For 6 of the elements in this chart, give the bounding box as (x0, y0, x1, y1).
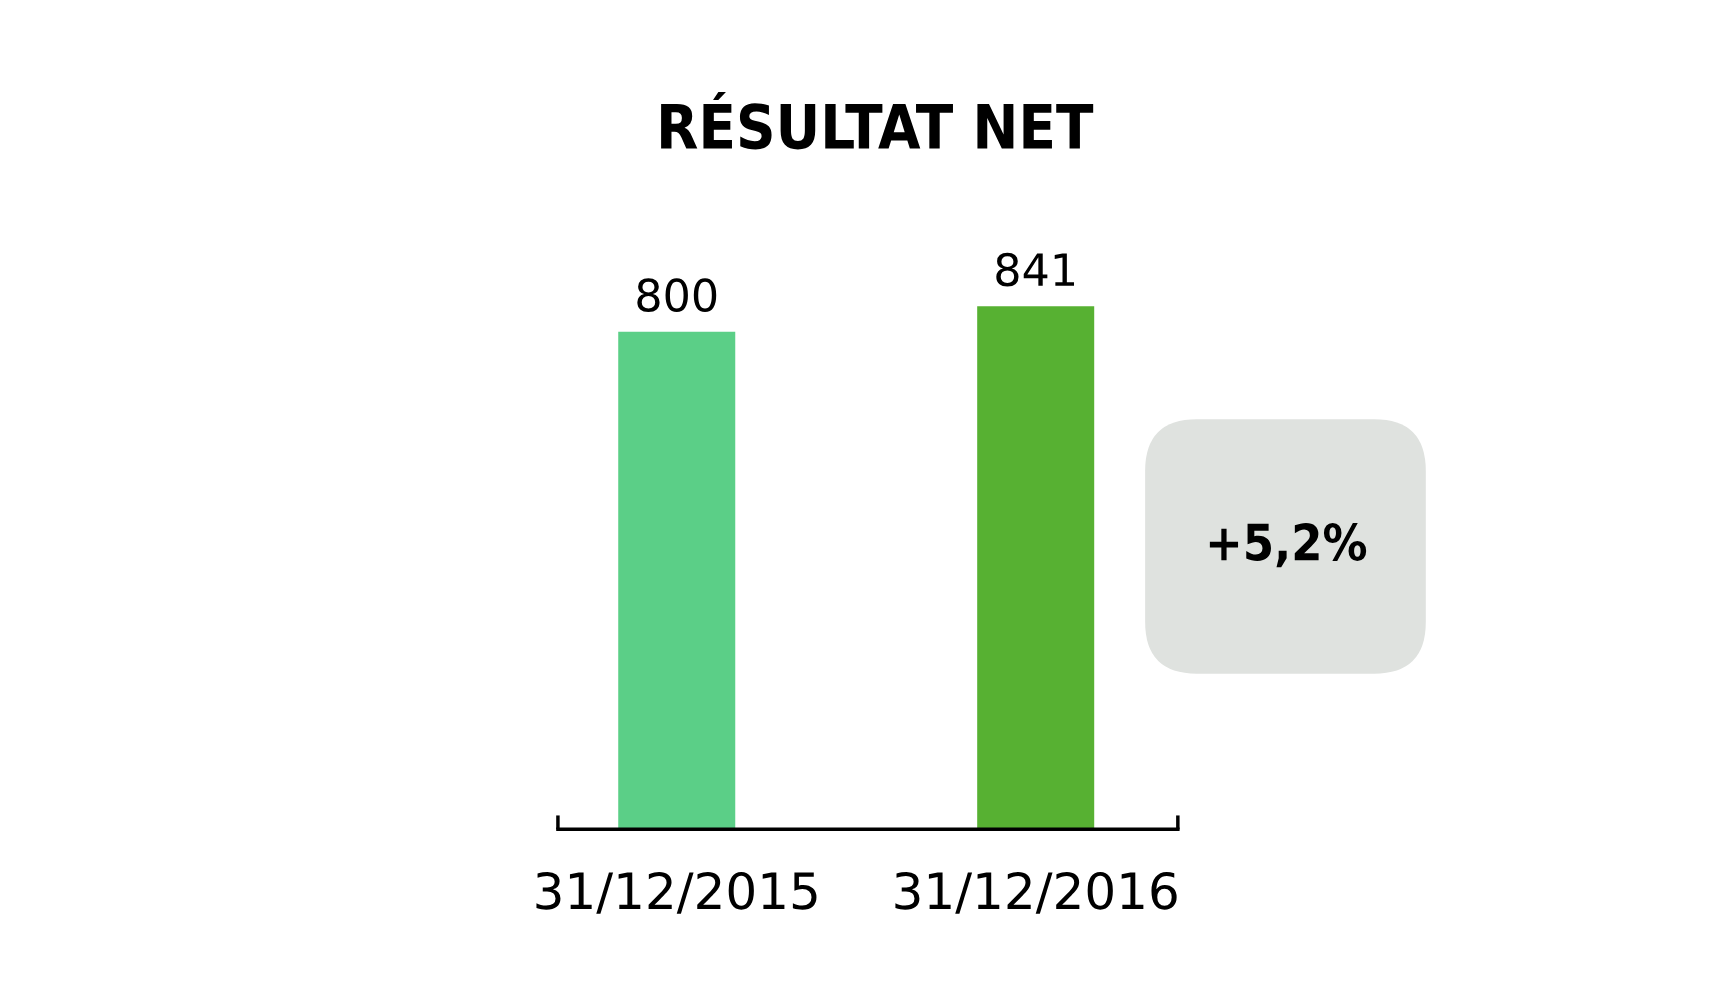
text: +5,2% (1209, 523, 1367, 568)
x-tick-label: 31/12/2016 (895, 871, 1177, 914)
x-tick-label: 31/12/2015 (536, 871, 817, 914)
data-label: 841 (996, 252, 1075, 287)
data-label: 800 (637, 278, 717, 312)
chart-title: RÉSULTAT NET (661, 92, 1094, 150)
